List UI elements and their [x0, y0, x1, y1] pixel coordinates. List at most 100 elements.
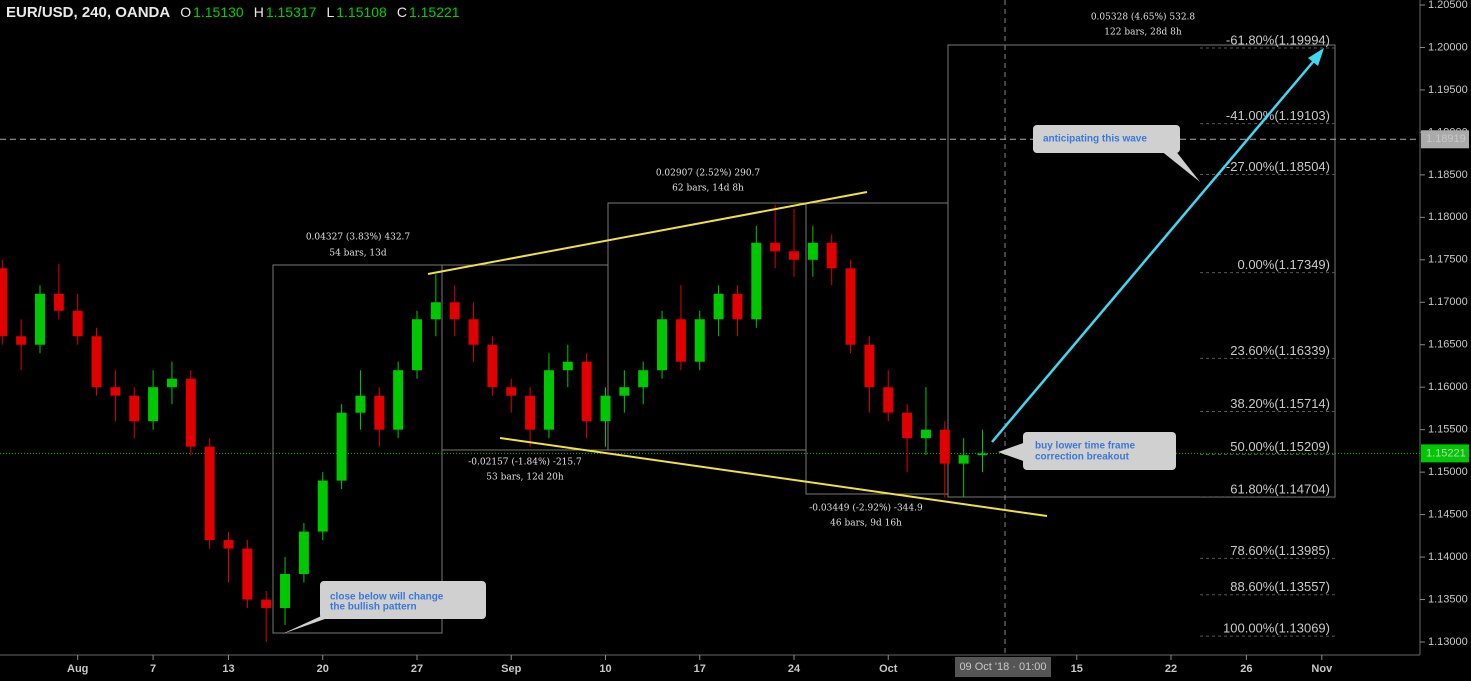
candle-body [223, 540, 234, 549]
x-tick-label: 22 [1165, 663, 1177, 675]
candle-body [72, 310, 83, 337]
ohlc-label: L [326, 4, 334, 20]
candle-body [751, 242, 762, 320]
candle-body [845, 268, 856, 345]
x-tick-label: 13 [222, 663, 234, 675]
candle-body [543, 370, 554, 430]
x-tick-label: 10 [599, 663, 611, 675]
ohlc-value: 1.15221 [409, 4, 460, 20]
y-tick-label: 1.20000 [1428, 41, 1468, 53]
measure-label: 0.02907 (2.52%) 290.7 [656, 168, 761, 179]
candle-body [166, 378, 177, 388]
candle-body [35, 293, 45, 345]
fib-label: -41.00%(1.19103) [1226, 108, 1330, 123]
callout-box [1023, 432, 1176, 470]
y-tick-label: 1.16500 [1428, 339, 1468, 351]
measure-label: 46 bars, 9d 16h [830, 519, 902, 529]
candle-body [581, 361, 592, 422]
price-label-box [1421, 130, 1469, 149]
candle-body [525, 395, 536, 430]
y-tick-label: 1.16000 [1428, 381, 1468, 393]
candle-body [355, 395, 366, 413]
candle-body [487, 344, 498, 388]
measure-label: 0.04327 (3.83%) 432.7 [306, 232, 411, 243]
callout: close below will change the bullish patt… [282, 581, 486, 634]
candle-body [826, 242, 837, 269]
callout-box [1033, 125, 1180, 153]
y-tick-label: 1.15500 [1428, 424, 1468, 436]
candle-body [713, 293, 724, 320]
ohlc-value: 1.15108 [336, 4, 387, 20]
x-tick-label: 7 [150, 663, 156, 675]
candle-body [430, 302, 441, 320]
measure-label: 122 bars, 28d 8h [1104, 28, 1182, 38]
fib-label: 100.00%(1.13069) [1223, 621, 1330, 636]
candle-body [807, 242, 818, 260]
candle-body [336, 412, 347, 481]
x-tick-label: Nov [1311, 663, 1333, 675]
callout-pointer [998, 442, 1026, 462]
candle-body [91, 336, 102, 388]
y-tick-label: 1.14000 [1428, 551, 1468, 563]
callout-box [320, 581, 486, 619]
axes: 1.205001.200001.195001.190001.185001.180… [67, 0, 1468, 677]
candle-body [53, 293, 64, 311]
candle-body [468, 319, 479, 345]
candle-body [261, 599, 272, 609]
candle-body [242, 548, 253, 600]
candle-body [317, 480, 328, 532]
price-label: 1.15221 [1426, 447, 1466, 459]
callout-text: correction breakout [1035, 452, 1130, 463]
fib-label: 88.60%(1.13557) [1230, 579, 1330, 594]
y-tick-label: 1.20500 [1428, 0, 1468, 11]
candle-body [393, 370, 404, 430]
candle-body [16, 336, 27, 345]
fib-label: 0.00%(1.17349) [1237, 257, 1330, 272]
candle-body [129, 395, 140, 422]
crosshair-label: 09 Oct '18 · 01:00 [959, 661, 1046, 673]
candle-body [506, 387, 517, 396]
plot: -61.80%(1.19994) -41.00%(1.19103) -27.00%(… [0, 32, 1420, 642]
candle-body [619, 387, 630, 396]
candle-body [148, 387, 159, 422]
candle-body [638, 370, 649, 388]
callout: anticipating this wave [1033, 125, 1200, 182]
measure-label: 0.05328 (4.65%) 532.8 [1091, 12, 1196, 23]
x-tick-label: 15 [1071, 663, 1083, 675]
x-tick-label: 20 [317, 663, 329, 675]
ohlc-label: H [254, 4, 264, 20]
candle-body [939, 429, 950, 464]
fib-label: -27.00%(1.18504) [1226, 159, 1330, 174]
candle-body [694, 319, 705, 362]
ohlc-value: 1.15130 [193, 4, 244, 20]
candle-body [185, 378, 196, 447]
x-tick-label: 17 [694, 663, 706, 675]
y-tick-label: 1.17500 [1428, 254, 1468, 266]
y-tick-label: 1.18000 [1428, 211, 1468, 223]
candle-body [298, 531, 309, 575]
x-tick-label: Sep [501, 663, 521, 675]
ohlc-value: 1.15317 [266, 4, 317, 20]
measure-label: -0.03449 (-2.92%) -344.9 [809, 503, 923, 514]
callout-text: anticipating this wave [1043, 134, 1147, 145]
y-tick-label: 1.13000 [1428, 636, 1468, 648]
candle-body [920, 429, 931, 439]
y-tick-label: 1.19500 [1428, 84, 1468, 96]
measure-label: 62 bars, 14d 8h [672, 184, 744, 194]
candle-body [562, 361, 573, 371]
symbol-text: EUR/USD, 240, OANDA [6, 4, 170, 21]
candle-body [280, 574, 291, 609]
callout-text: buy lower time frame [1035, 441, 1135, 452]
fib-label: 50.00%(1.15209) [1230, 439, 1330, 454]
measure-label: -0.02157 (-1.84%) -215.7 [468, 457, 582, 468]
candle-body [902, 412, 913, 439]
candle-body [977, 453, 988, 456]
candle-body [0, 268, 8, 337]
y-tick-label: 1.14500 [1428, 509, 1468, 521]
candle-body [770, 242, 781, 252]
x-tick-label: 27 [411, 663, 423, 675]
measure-boxes [272, 44, 1336, 634]
candle-body [449, 302, 460, 320]
candle-body [958, 455, 969, 464]
x-tick-label: 26 [1240, 663, 1252, 675]
